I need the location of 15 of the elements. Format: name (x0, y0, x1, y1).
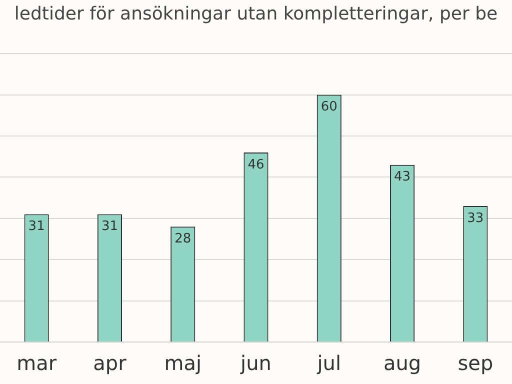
x-tick-label: maj (164, 351, 202, 376)
chart-title: ledtider för ansökningar utan kompletteringar, per be (14, 3, 498, 24)
data-label: 33 (467, 210, 484, 226)
x-tick-label: jun (240, 351, 272, 376)
x-tick-label: jul (316, 351, 342, 376)
data-label: 60 (320, 100, 338, 115)
x-tick-label: apr (93, 351, 128, 376)
x-tick-label: sep (458, 351, 494, 376)
data-label: 43 (394, 170, 411, 185)
data-label: 28 (174, 232, 192, 247)
data-label: 31 (28, 219, 45, 234)
x-tick-label: aug (383, 351, 422, 376)
data-label: 46 (248, 157, 264, 172)
data-label: 31 (101, 219, 118, 234)
x-tick-label: mar (16, 351, 58, 376)
